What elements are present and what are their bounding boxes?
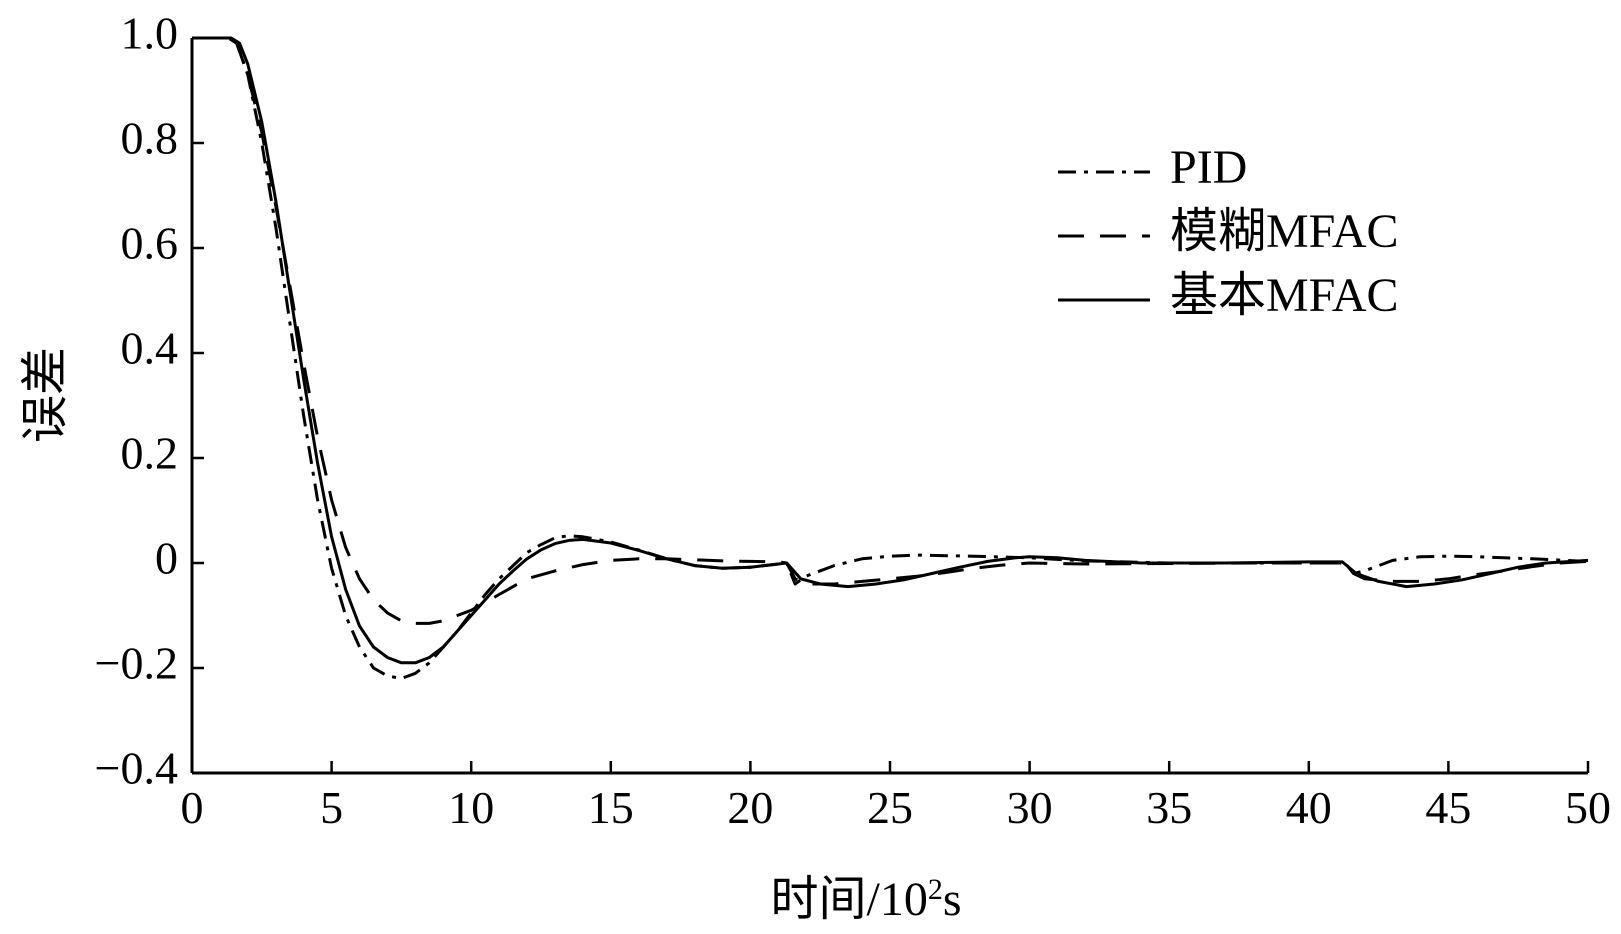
legend-label-1: PID bbox=[1170, 141, 1247, 194]
chart-axes: 1.00.80.60.40.20−0.2−0.40 5 10 15 20 25 30 35 40… bbox=[95, 8, 1611, 833]
y-tick-label: −0.4 bbox=[95, 743, 178, 794]
legend-label-2: 模糊MFAC bbox=[1170, 205, 1399, 258]
x-tick-label: 20 bbox=[727, 782, 773, 833]
x-tick-label: 25 bbox=[867, 782, 913, 833]
y-tick-label: 0.4 bbox=[121, 323, 179, 374]
y-tick-label: 0.2 bbox=[121, 428, 179, 479]
chart-series-layer bbox=[192, 36, 1589, 680]
x-tick-label: 35 bbox=[1146, 782, 1192, 833]
x-axis-label-unit: s bbox=[943, 873, 962, 926]
y-tick-label: 0.8 bbox=[121, 113, 179, 164]
series-line-3 bbox=[192, 36, 1589, 665]
x-axis-label: 时间/102s bbox=[770, 873, 961, 927]
chart-legend: PID 模糊MFAC 基本MFAC bbox=[1058, 141, 1399, 322]
y-tick-label: 0 bbox=[155, 533, 178, 584]
x-tick-label: 30 bbox=[1007, 782, 1053, 833]
x-tick-label: 50 bbox=[1565, 782, 1611, 833]
y-tick-label: 0.6 bbox=[121, 218, 179, 269]
y-tick-label: 1.0 bbox=[121, 8, 179, 59]
legend-label-3: 基本MFAC bbox=[1170, 269, 1399, 322]
x-tick-label: 40 bbox=[1286, 782, 1332, 833]
x-tick-label: 5 bbox=[320, 782, 343, 833]
x-tick-label: 0 bbox=[181, 782, 204, 833]
x-axis-label-main: 时间/10 bbox=[770, 873, 927, 926]
x-tick-label: 15 bbox=[588, 782, 634, 833]
y-axis-label: 误差 bbox=[19, 347, 72, 443]
x-tick-label: 10 bbox=[448, 782, 494, 833]
x-axis-label-exponent: 2 bbox=[928, 873, 943, 906]
series-line-2 bbox=[192, 36, 1589, 625]
x-tick-label: 45 bbox=[1425, 782, 1471, 833]
y-tick-label: −0.2 bbox=[95, 638, 178, 689]
